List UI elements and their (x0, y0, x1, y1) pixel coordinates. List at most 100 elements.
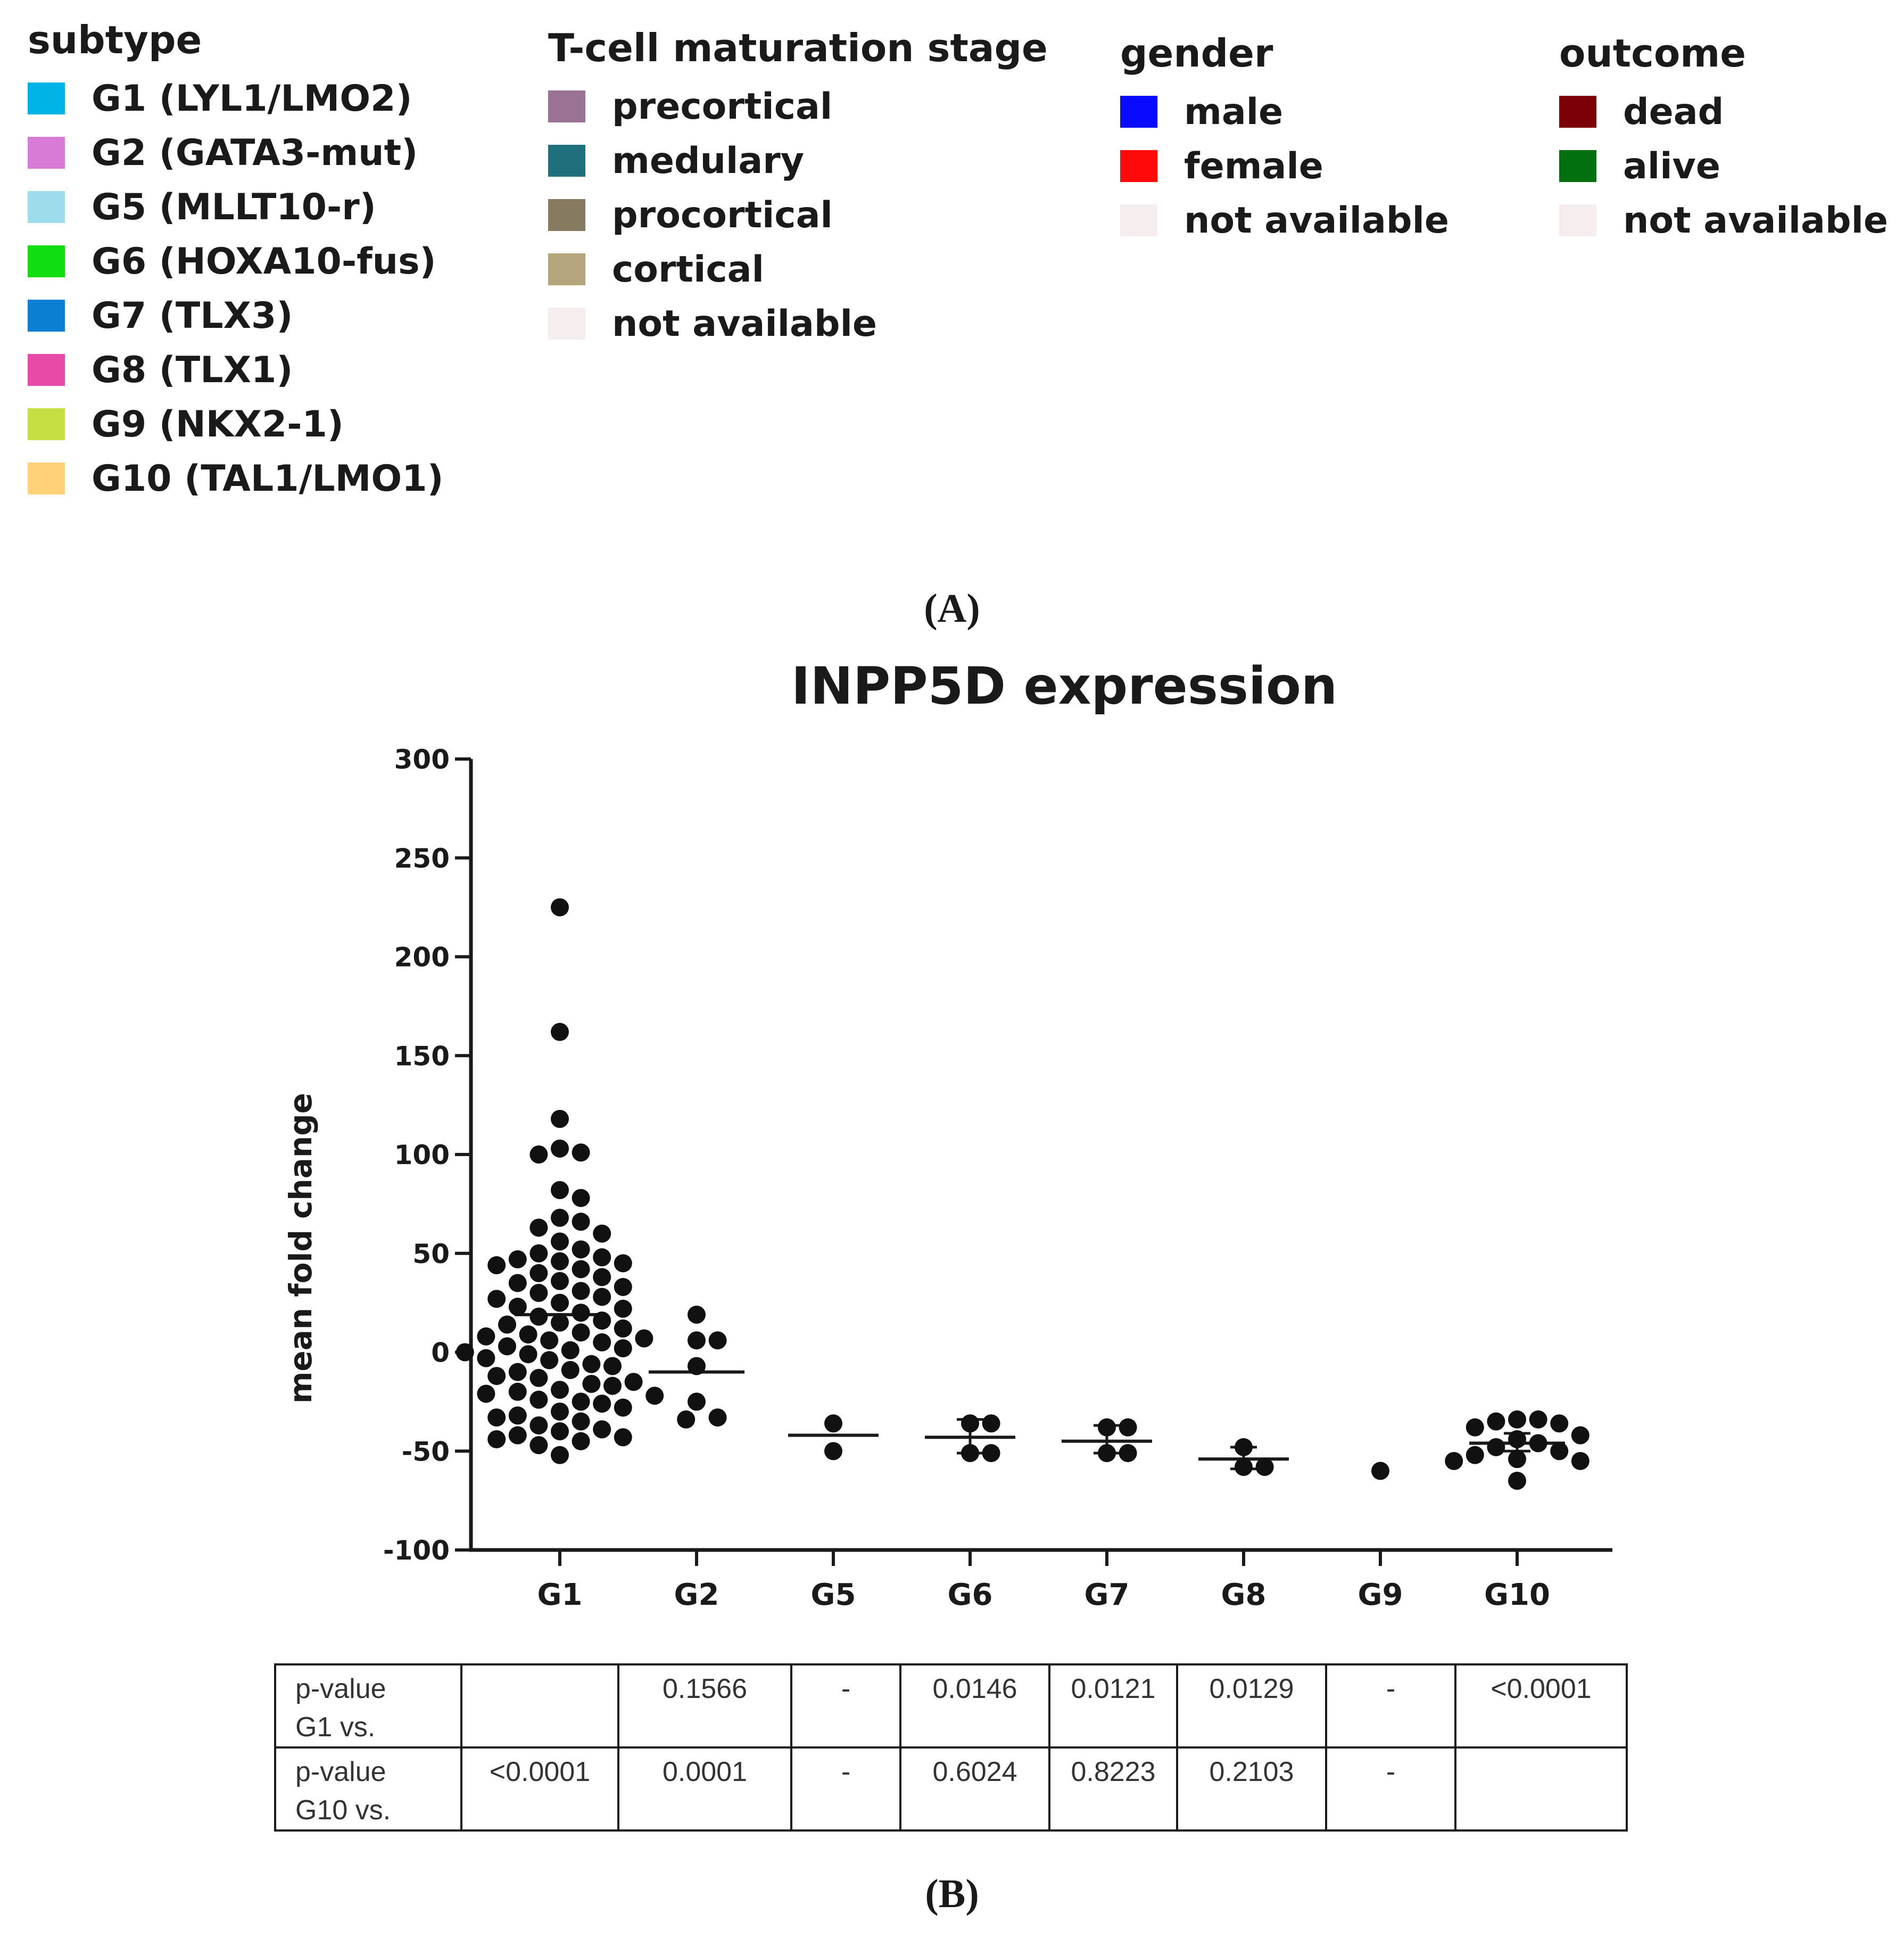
data-point (572, 1304, 590, 1322)
data-point (551, 1181, 569, 1199)
pvalue-table: p-value G1 vs. 0.1566-0.0146 0.0121 0.0129- <… (274, 1663, 1628, 1832)
data-point (593, 1288, 611, 1306)
data-point (529, 1244, 548, 1263)
data-point (508, 1426, 527, 1445)
data-point (561, 1341, 580, 1359)
data-point (529, 1368, 548, 1387)
data-point (688, 1305, 706, 1324)
data-point (572, 1392, 590, 1411)
legend-subtype: subtype G1 (LYL1/LMO2) G2 (GATA3-mut) G5 (… (28, 16, 444, 506)
legend-item: male (1120, 85, 1449, 139)
pvalue-cell: 0.0121 (1048, 1663, 1178, 1749)
table-row: p-value G10 vs. <0.0001 0.0001-0.6024 0.8223… (274, 1746, 1628, 1832)
legend-swatch (28, 300, 65, 332)
data-point (1235, 1457, 1253, 1476)
y-axis-title: mean fold change (283, 1093, 319, 1404)
legend-swatch (28, 137, 65, 169)
data-point (551, 1381, 569, 1399)
legend-item: not available (548, 296, 1048, 351)
data-point (519, 1345, 537, 1364)
data-point (582, 1355, 601, 1373)
legend-maturation: T-cell maturation stage precortical medul… (548, 24, 1048, 351)
data-point (688, 1331, 706, 1350)
legend-swatch (1120, 204, 1157, 236)
panel-label-b: (B) (925, 1871, 979, 1916)
pvalue-cell: - (790, 1746, 901, 1832)
y-tick-label: 0 (431, 1338, 450, 1368)
legend-swatch (28, 83, 65, 114)
data-point (529, 1390, 548, 1409)
legend-item: precortical (548, 79, 1048, 134)
legend-outcome: outcome dead alive not available (1559, 29, 1888, 248)
x-tick-label: G8 (1221, 1578, 1266, 1612)
data-point (1508, 1430, 1526, 1448)
data-point (614, 1277, 632, 1296)
data-point (529, 1264, 548, 1282)
data-point (561, 1360, 580, 1379)
data-point (1487, 1412, 1505, 1431)
data-point (982, 1444, 1000, 1462)
data-point (551, 1272, 569, 1290)
data-point (529, 1218, 548, 1237)
row-header-line: p-value (295, 1756, 386, 1787)
x-tick-label: G1 (537, 1578, 583, 1612)
data-point (551, 1208, 569, 1227)
data-point (551, 1402, 569, 1421)
data-point (572, 1432, 590, 1450)
pvalue-cell: - (1325, 1746, 1456, 1832)
data-point (487, 1430, 506, 1448)
pvalue-cell: - (1325, 1663, 1456, 1749)
data-point (572, 1189, 590, 1207)
x-tick-label: G6 (948, 1578, 993, 1612)
data-point (1255, 1457, 1274, 1476)
legend-item: alive (1559, 139, 1888, 193)
legend-label: precortical (612, 85, 833, 128)
data-point (540, 1331, 559, 1350)
data-point (508, 1274, 527, 1292)
legend-label: cortical (612, 248, 764, 291)
data-point (551, 1293, 569, 1312)
data-point (487, 1408, 506, 1427)
data-point (456, 1343, 474, 1362)
x-tick-label: G10 (1484, 1578, 1550, 1612)
data-point (477, 1327, 495, 1346)
panel-label-a: (A) (924, 586, 980, 631)
legend-swatch (28, 463, 65, 494)
data-point (572, 1240, 590, 1259)
legend-item: G8 (TLX1) (28, 343, 444, 397)
row-header: p-value G10 vs. (274, 1746, 462, 1832)
x-tick-label: G9 (1358, 1578, 1403, 1612)
pvalue-cell: 0.2103 (1176, 1746, 1327, 1832)
legend-label: G9 (NKX2-1) (92, 403, 344, 446)
legend-item: G1 (LYL1/LMO2) (28, 71, 444, 126)
data-point (1119, 1418, 1137, 1437)
data-point (1487, 1438, 1505, 1456)
legend-label: not available (612, 302, 878, 345)
legend-item: procortical (548, 188, 1048, 242)
legend-label: G2 (GATA3-mut) (92, 131, 418, 174)
legend-item: G9 (NKX2-1) (28, 397, 444, 451)
legend-label: G10 (TAL1/LMO1) (92, 457, 444, 500)
legend-item: not available (1559, 193, 1888, 248)
pvalue-cell: <0.0001 (460, 1746, 619, 1832)
pvalue-cell (460, 1663, 619, 1749)
data-point (551, 1232, 569, 1251)
data-point (688, 1357, 706, 1375)
data-point (824, 1414, 842, 1433)
legend-swatch (1120, 150, 1157, 182)
y-tick-label: 250 (394, 843, 450, 874)
legend-label: G8 (TLX1) (92, 349, 293, 391)
data-point (551, 1422, 569, 1441)
data-point (572, 1412, 590, 1431)
data-point (603, 1376, 622, 1395)
legend-label: G1 (LYL1/LMO2) (92, 77, 412, 120)
legend-swatch (1120, 96, 1157, 128)
legend-item: G7 (TLX3) (28, 288, 444, 343)
legend-title: subtype (28, 18, 202, 62)
pvalue-cell: 0.6024 (899, 1746, 1050, 1832)
legend-list: dead alive not available (1559, 85, 1888, 248)
data-point (961, 1414, 979, 1433)
y-tick-label: 50 (412, 1239, 450, 1269)
table-row: p-value G1 vs. 0.1566-0.0146 0.0121 0.0129- <… (274, 1663, 1628, 1749)
data-point (551, 1252, 569, 1271)
